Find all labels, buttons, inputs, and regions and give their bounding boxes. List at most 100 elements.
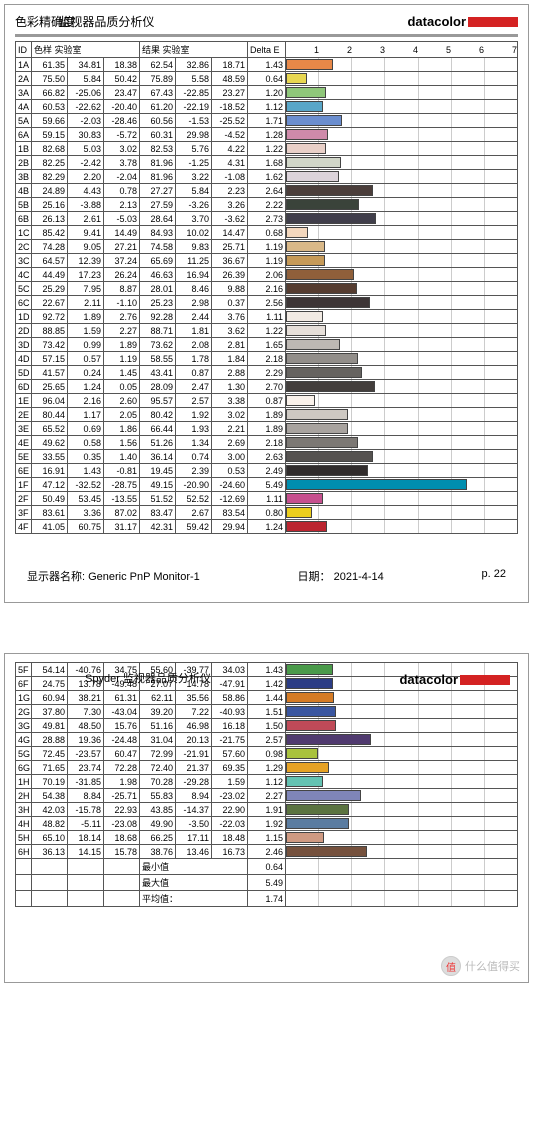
cell-sample: 74.28: [32, 240, 68, 254]
cell-sample: 3.78: [104, 156, 140, 170]
cell-result: 5.76: [176, 142, 212, 156]
page1-footer: 显示器名称: Generic PnP Monitor-1 日期： 2021-4-…: [15, 562, 518, 590]
cell-sample: 50.49: [32, 492, 68, 506]
cell-sample: 1.40: [104, 450, 140, 464]
cell-id: 3B: [16, 170, 32, 184]
cell-delta: 1.91: [248, 803, 286, 817]
cell-id: 3E: [16, 422, 32, 436]
cell-sample: 30.83: [68, 128, 104, 142]
cell-result: 2.81: [212, 338, 248, 352]
cell-sample: 26.13: [32, 212, 68, 226]
cell-bar: [286, 72, 518, 86]
cell-sample: 25.29: [32, 282, 68, 296]
cell-result: -3.26: [176, 198, 212, 212]
cell-result: -18.52: [212, 100, 248, 114]
delta-bar: [286, 790, 361, 801]
cell-sample: 66.82: [32, 86, 68, 100]
delta-bar: [286, 734, 371, 745]
cell-sample: 12.39: [68, 254, 104, 268]
cell-sample: -24.48: [104, 733, 140, 747]
table-row: 6G71.6523.7472.2872.4021.3769.351.29: [16, 761, 518, 775]
cell-sample: 15.76: [104, 719, 140, 733]
cell-sample: 44.49: [32, 268, 68, 282]
cell-result: 28.01: [140, 282, 176, 296]
cell-sample: 1.45: [104, 366, 140, 380]
cell-sample: 50.42: [104, 72, 140, 86]
cell-sample: 54.14: [32, 663, 68, 677]
cell-result: 61.20: [140, 100, 176, 114]
divider: [15, 34, 518, 37]
cell-delta: 0.80: [248, 506, 286, 520]
table-row: 6C22.672.11-1.1025.232.980.372.56: [16, 296, 518, 310]
cell-result: 73.62: [140, 338, 176, 352]
delta-bar: [286, 227, 308, 238]
cell-result: 51.52: [140, 492, 176, 506]
cell-sample: 49.62: [32, 436, 68, 450]
cell-result: 2.67: [176, 506, 212, 520]
cell-sample: 23.74: [68, 761, 104, 775]
cell-result: -20.90: [176, 478, 212, 492]
cell-delta: 1.65: [248, 338, 286, 352]
cell-bar: [286, 184, 518, 198]
cell-bar: [286, 506, 518, 520]
cell-sample: 15.78: [104, 845, 140, 859]
footer-page: p. 22: [482, 568, 506, 584]
cell-result: -3.50: [176, 817, 212, 831]
cell-result: 25.71: [212, 240, 248, 254]
cell-delta: 1.19: [248, 254, 286, 268]
cell-id: 6E: [16, 464, 32, 478]
axis-header: 12 34 56 7: [286, 42, 518, 58]
cell-result: 4.31: [212, 156, 248, 170]
cell-result: 25.23: [140, 296, 176, 310]
cell-delta: 2.18: [248, 436, 286, 450]
cell-result: 70.28: [140, 775, 176, 789]
cell-result: 95.57: [140, 394, 176, 408]
cell-sample: 0.57: [68, 352, 104, 366]
footer-date: 日期： 2021-4-14: [298, 568, 384, 584]
cell-result: 83.54: [212, 506, 248, 520]
cell-sample: 59.66: [32, 114, 68, 128]
table-row: 2F50.4953.45-13.5551.5252.52-12.691.11: [16, 492, 518, 506]
cell-delta: 1.43: [248, 58, 286, 72]
footer-monitor-name: 显示器名称: Generic PnP Monitor-1: [27, 568, 200, 584]
cell-sample: 80.44: [32, 408, 68, 422]
cell-result: 3.22: [176, 170, 212, 184]
cell-bar: [286, 789, 518, 803]
cell-result: 88.71: [140, 324, 176, 338]
cell-result: 18.71: [212, 58, 248, 72]
cell-delta: 2.29: [248, 366, 286, 380]
table-row: 4G28.8819.36-24.4831.0420.13-21.752.57: [16, 733, 518, 747]
cell-sample: 25.16: [32, 198, 68, 212]
cell-result: 17.11: [176, 831, 212, 845]
cell-sample: 1.19: [104, 352, 140, 366]
cell-sample: 37.80: [32, 705, 68, 719]
logo-bar-icon: [468, 17, 518, 27]
cell-sample: 7.30: [68, 705, 104, 719]
logo-text: datacolor: [407, 14, 466, 29]
cell-sample: 14.49: [104, 226, 140, 240]
cell-sample: 88.85: [32, 324, 68, 338]
cell-sample: 65.10: [32, 831, 68, 845]
cell-delta: 1.22: [248, 324, 286, 338]
cell-sample: 0.05: [104, 380, 140, 394]
cell-id: 4B: [16, 184, 32, 198]
cell-sample: 82.29: [32, 170, 68, 184]
table-row: 3E65.520.691.8666.441.932.211.89: [16, 422, 518, 436]
cell-result: 58.55: [140, 352, 176, 366]
cell-sample: 85.42: [32, 226, 68, 240]
cell-result: 29.94: [212, 520, 248, 534]
cell-sample: -32.52: [68, 478, 104, 492]
cell-sample: 0.99: [68, 338, 104, 352]
delta-bar: [286, 479, 467, 490]
cell-sample: -31.85: [68, 775, 104, 789]
cell-sample: 1.89: [68, 310, 104, 324]
cell-sample: -5.03: [104, 212, 140, 226]
cell-sample: -23.08: [104, 817, 140, 831]
cell-result: 16.18: [212, 719, 248, 733]
cell-sample: 60.53: [32, 100, 68, 114]
cell-id: 1E: [16, 394, 32, 408]
cell-id: 4G: [16, 733, 32, 747]
cell-sample: -5.11: [68, 817, 104, 831]
cell-bar: [286, 422, 518, 436]
cell-result: 21.37: [176, 761, 212, 775]
